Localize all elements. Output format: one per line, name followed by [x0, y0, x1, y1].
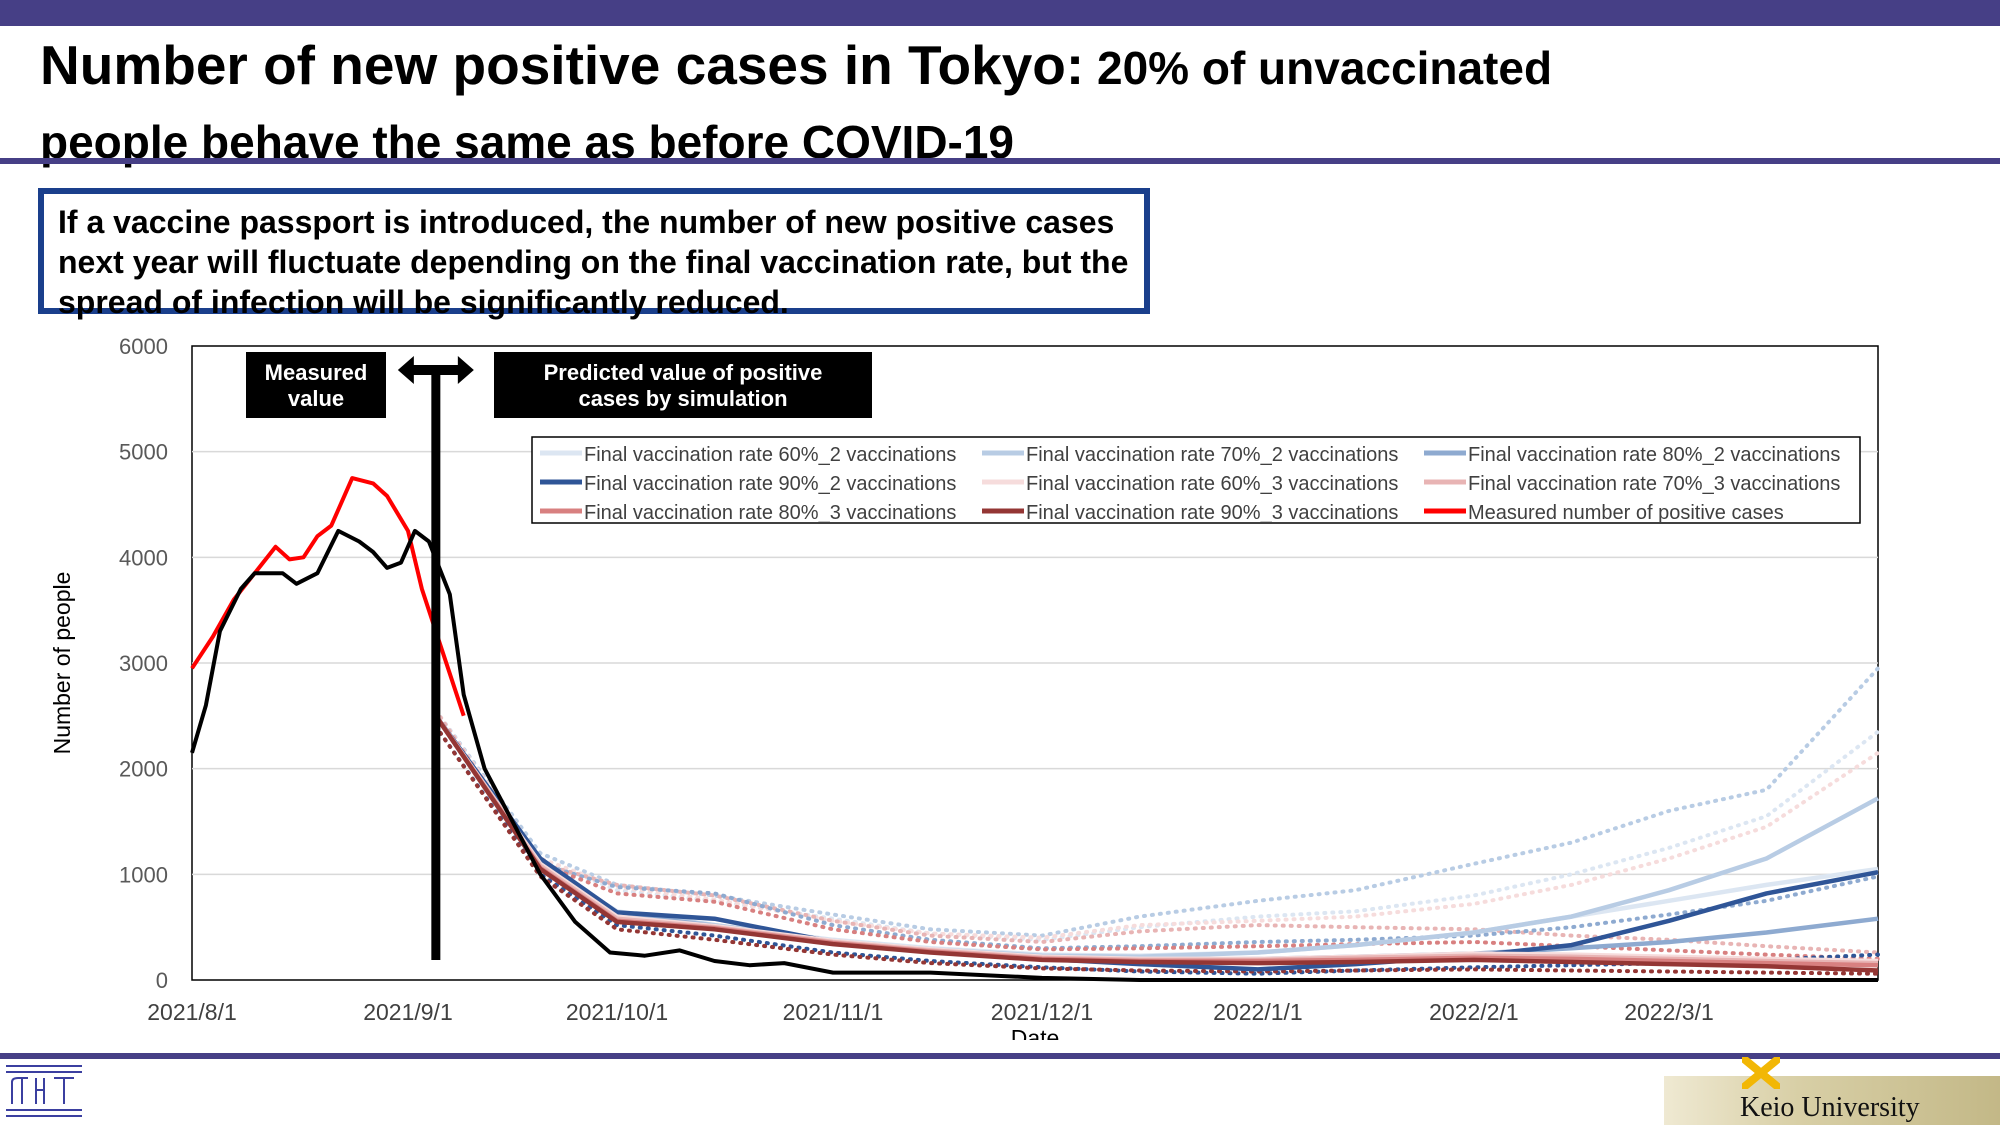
- title-sub: 20% of unvaccinated: [1084, 42, 1553, 94]
- title-main: Number of new positive cases in Tokyo:: [40, 34, 1085, 96]
- x-tick-label: 2021/12/1: [991, 999, 1093, 1025]
- summary-callout: If a vaccine passport is introduced, the…: [38, 188, 1150, 320]
- legend-entry: Final vaccination rate 60%_3 vaccination…: [1026, 473, 1398, 495]
- keio-banner: [1664, 1076, 2000, 1125]
- double-arrow-icon: [397, 356, 474, 384]
- x-tick-label: 2022/3/1: [1624, 999, 1714, 1025]
- y-tick-label: 3000: [119, 651, 168, 676]
- scenario-dotted-line: [433, 708, 1880, 940]
- legend-entry: Measured number of positive cases: [1468, 502, 1784, 524]
- measured-label-box: [246, 352, 386, 418]
- line-chart: 0 1000 2000 3000 4000 5000 6000 2021/8/1 2021/9/…: [49, 334, 1880, 1040]
- legend-entry: Final vaccination rate 90%_3 vaccination…: [1026, 502, 1398, 524]
- x-tick-label: 2021/11/1: [783, 999, 884, 1025]
- keio-pen-icon: [1742, 1057, 1780, 1089]
- scenario-dotted-line: [433, 713, 1880, 951]
- y-tick-label: 2000: [119, 757, 168, 782]
- baseline-line: [190, 528, 1878, 982]
- legend-entry: Final vaccination rate 60%_2 vaccination…: [584, 444, 956, 466]
- scenario-dotted-line: [433, 708, 1880, 955]
- top-accent-bar: [0, 0, 2000, 26]
- legend-entry: Final vaccination rate 80%_2 vaccination…: [1468, 444, 1840, 466]
- predicted-label-box: [494, 352, 872, 418]
- legend-entry: Final vaccination rate 90%_2 vaccination…: [584, 473, 956, 495]
- y-axis-label: Number of people: [49, 572, 75, 755]
- y-tick-label: 4000: [119, 545, 168, 570]
- institute-logo-icon: [6, 1065, 82, 1117]
- university-name: Keio University: [1740, 1092, 1920, 1123]
- series-line: [433, 714, 1879, 973]
- scenario-dotted-line: [433, 666, 1880, 938]
- x-tick-label: 2021/9/1: [363, 999, 453, 1025]
- x-tick-label: 2021/10/1: [566, 999, 668, 1025]
- y-tick-label: 5000: [119, 440, 168, 465]
- y-tick-label: 1000: [119, 862, 168, 887]
- legend-entry: Final vaccination rate 70%_2 vaccination…: [1026, 444, 1398, 466]
- measured-label-text: Measured: [265, 360, 368, 385]
- measured-label-text: value: [288, 386, 344, 411]
- legend: [531, 436, 1861, 524]
- scenario-dotted-line: [433, 713, 1880, 961]
- x-axis-label: Date: [1011, 1025, 1060, 1040]
- x-tick-label: 2021/8/1: [147, 999, 237, 1025]
- scenario-dotted-line: [433, 708, 1880, 942]
- title-rule: [0, 158, 2000, 164]
- slide-title: Number of new positive cases in Tokyo: 2…: [40, 34, 1940, 185]
- y-tick-label: 6000: [119, 334, 168, 359]
- x-tick-label: 2022/1/1: [1213, 999, 1303, 1025]
- footer-rule: [0, 1053, 2000, 1059]
- predicted-label-text: Predicted value of positive: [544, 360, 823, 385]
- scenario-dotted-line: [433, 724, 1880, 976]
- y-tick-label: 0: [156, 968, 168, 993]
- legend-entry: Final vaccination rate 80%_3 vaccination…: [584, 502, 956, 524]
- legend-entry: Final vaccination rate 70%_3 vaccination…: [1468, 473, 1840, 495]
- predicted-label-text: cases by simulation: [578, 386, 787, 411]
- x-tick-label: 2022/2/1: [1429, 999, 1519, 1025]
